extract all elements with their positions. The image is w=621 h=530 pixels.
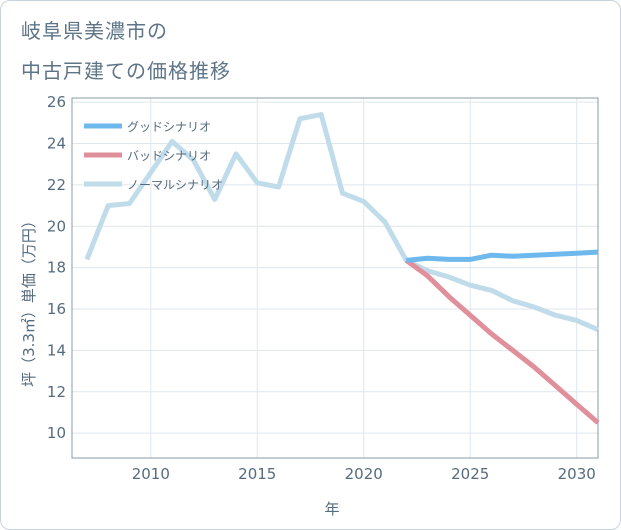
x-tick-label: 2030 xyxy=(558,465,596,483)
y-tick-label: 24 xyxy=(47,135,66,153)
y-tick-label: 22 xyxy=(47,176,66,194)
y-tick-label: 16 xyxy=(47,300,66,318)
series-line-0 xyxy=(406,249,599,263)
x-tick-label: 2020 xyxy=(345,465,383,483)
y-tick-label: 20 xyxy=(47,217,66,235)
x-axis-label: 年 xyxy=(324,500,339,518)
y-tick-label: 10 xyxy=(47,424,66,442)
series-line-2 xyxy=(84,112,600,332)
series-lines xyxy=(84,112,600,425)
y-tick-labels: 10 12 14 16 18 20 22 24 26 xyxy=(47,93,66,442)
y-axis-label: 坪（3.3㎡）単価（万円） xyxy=(20,213,38,387)
x-tick-labels: 2010 2015 2020 2025 2030 xyxy=(132,465,596,483)
legend-label-1: バッドシナリオ xyxy=(127,149,211,163)
y-tick-label: 26 xyxy=(47,93,66,111)
legend-label-2: ノーマルシナリオ xyxy=(127,178,223,192)
y-tick-label: 12 xyxy=(47,383,66,401)
plot-frame xyxy=(71,97,599,459)
series-line-1 xyxy=(404,258,600,425)
y-tick-label: 18 xyxy=(47,259,66,277)
legend-label-0: グッドシナリオ xyxy=(127,120,211,134)
chart-title-line-1: 岐阜県美濃市の xyxy=(21,19,168,43)
x-tick-label: 2015 xyxy=(238,465,276,483)
x-tick-label: 2010 xyxy=(132,465,170,483)
chart-title-line-2: 中古戸建ての価格推移 xyxy=(21,59,231,83)
x-tick-label: 2025 xyxy=(451,465,489,483)
y-tick-label: 14 xyxy=(47,341,66,359)
